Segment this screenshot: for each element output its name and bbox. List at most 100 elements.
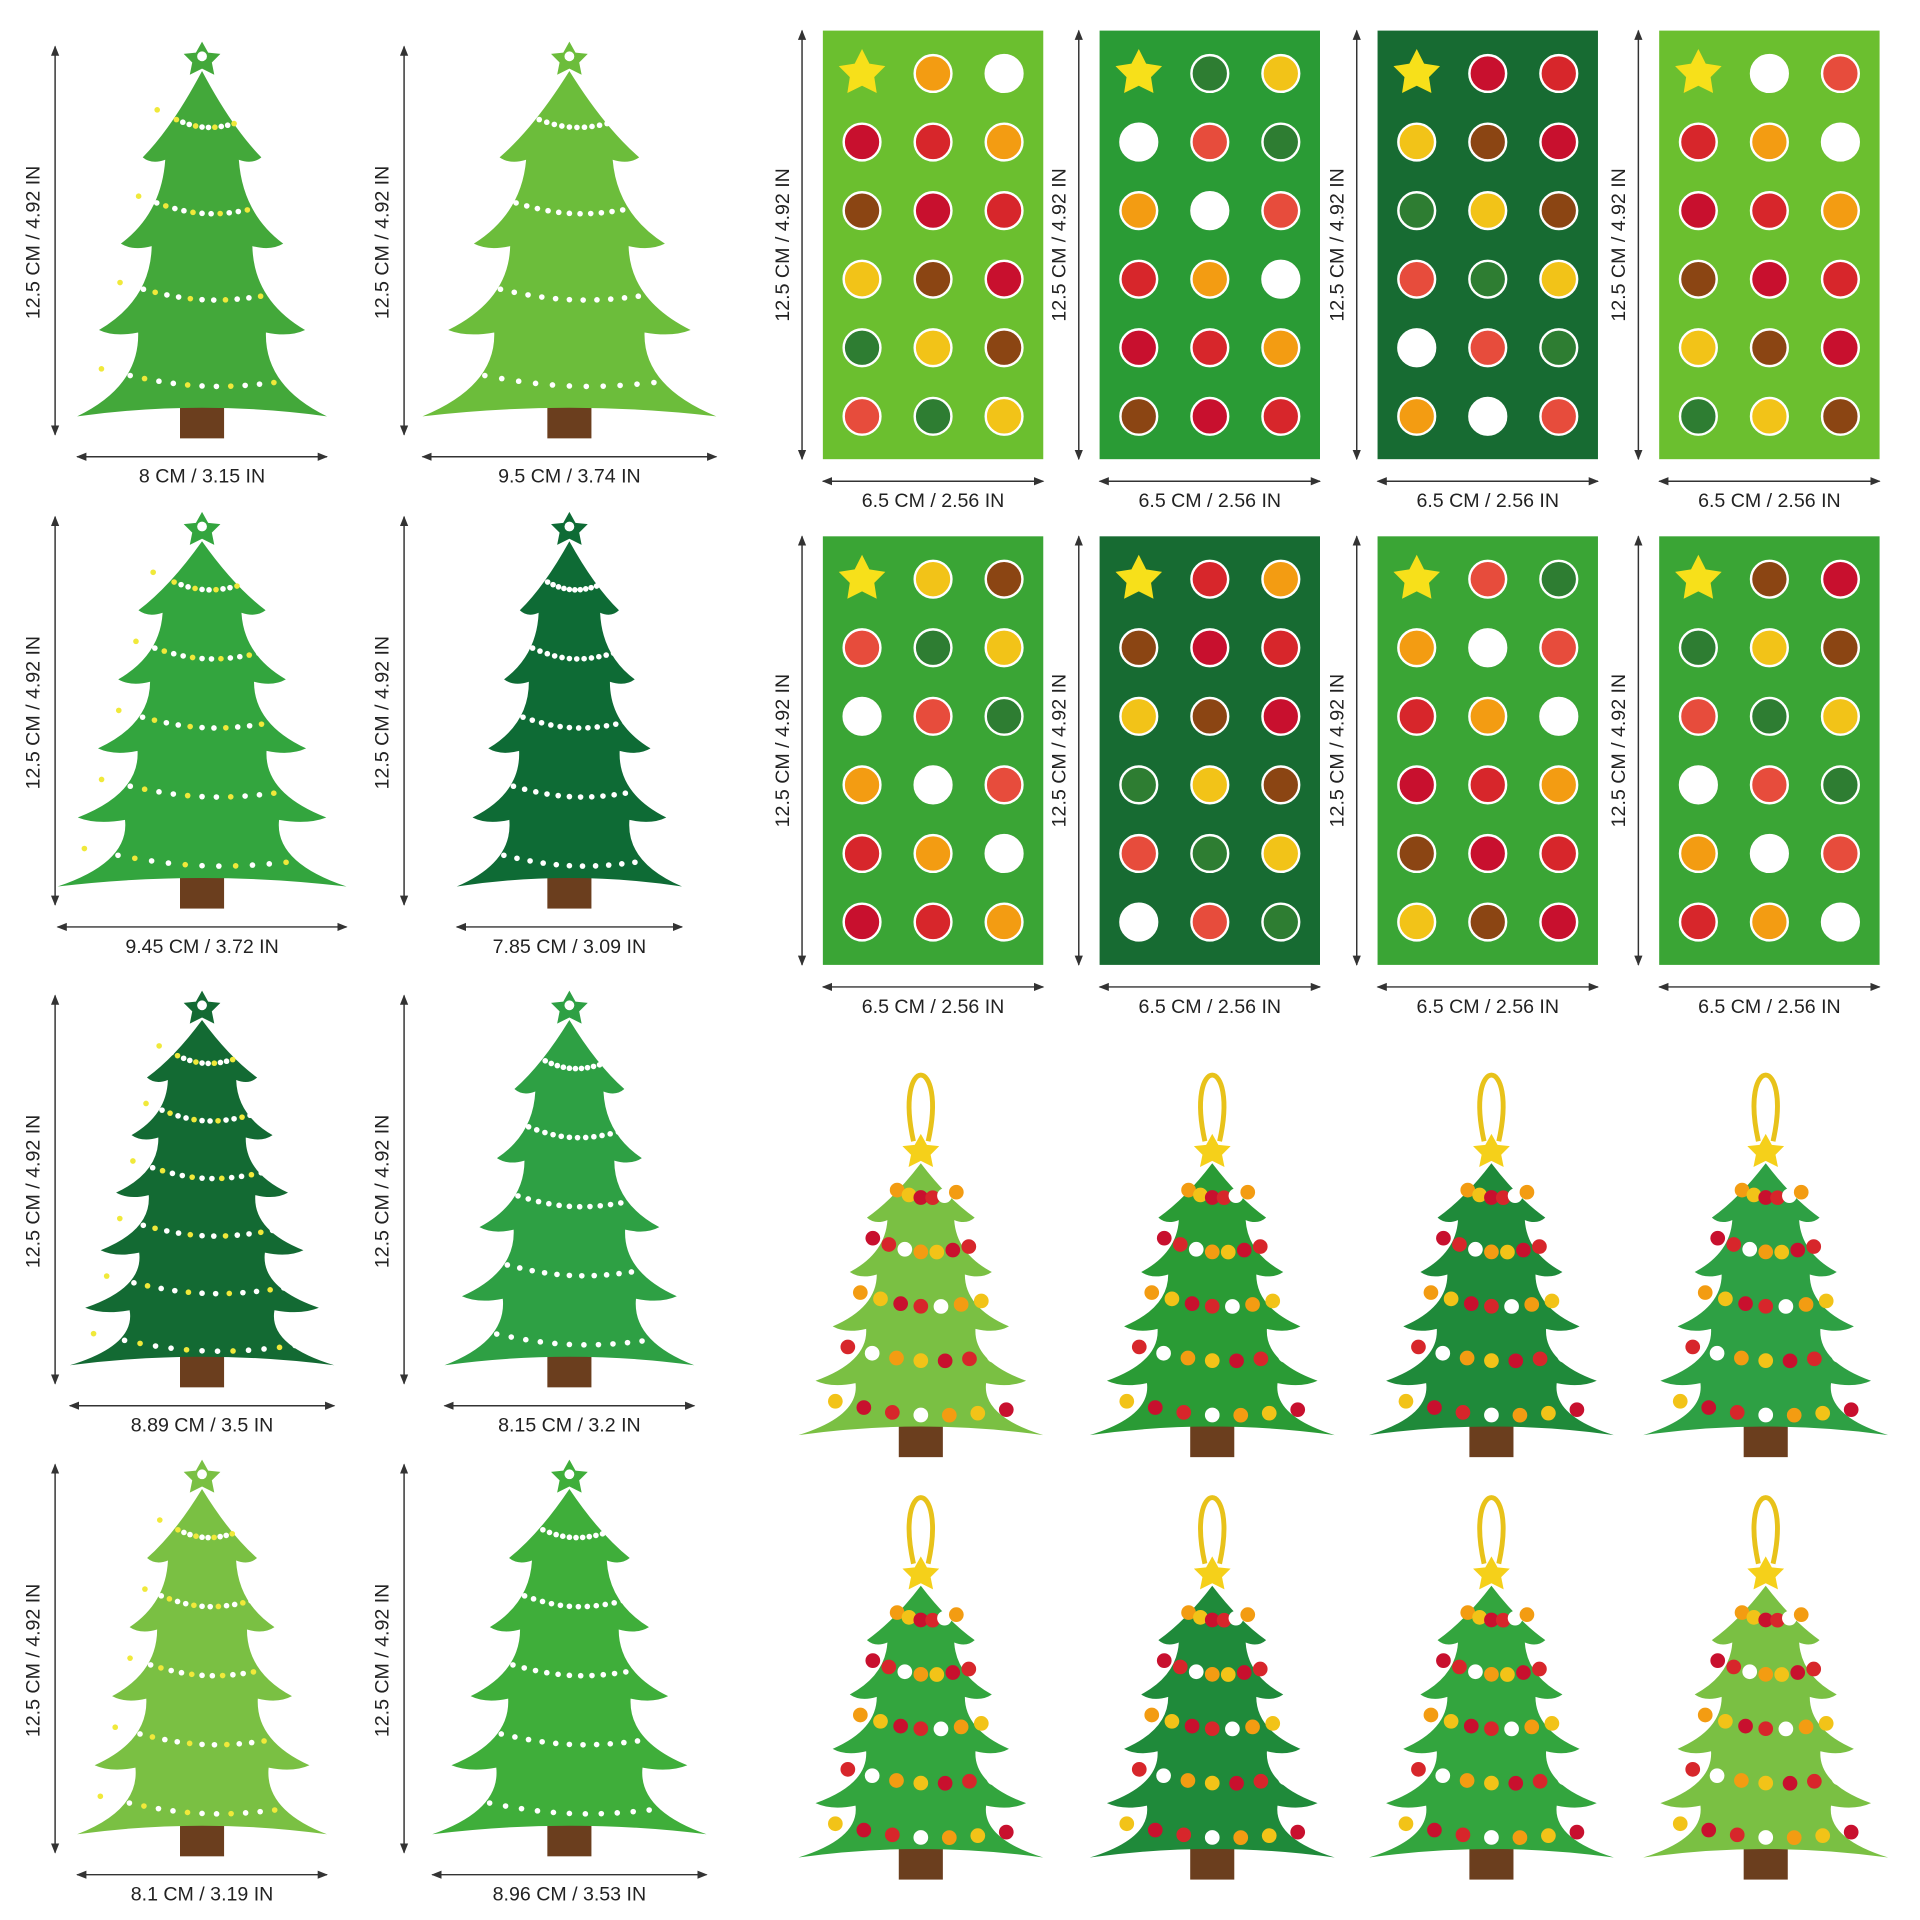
trunk [180,1822,225,1857]
ornament [1806,1239,1822,1254]
tree [57,541,347,887]
tree [77,1488,327,1835]
ornament [1672,1393,1688,1409]
garland-light [658,855,664,862]
garland-light [532,380,539,387]
garland-light [127,783,134,790]
garland-light [512,1734,518,1740]
garland-light [534,205,541,212]
garland-light [131,1279,137,1286]
sticker [1468,696,1508,736]
sticker [1820,833,1861,874]
garland-light [604,120,610,127]
garland-light [566,1272,573,1279]
garland-light [208,210,214,217]
garland-light [471,1724,477,1731]
sticker [984,765,1024,805]
garland-light [126,1800,133,1806]
garland-light [160,110,167,117]
garland-light [128,1219,135,1225]
garland-light [234,296,241,302]
garland-light [494,1186,501,1193]
garland-light [253,1288,260,1295]
ornament [1144,1707,1160,1723]
ornament [1782,1188,1797,1204]
sticker-star [838,48,886,94]
ornament [1504,1299,1519,1314]
garland-light [554,1271,560,1278]
garland-light [534,1808,541,1814]
garland-light [612,721,619,727]
width-label: 6.5 CM / 2.56 IN [862,490,1005,512]
garland-light [239,1114,245,1120]
garland-light [191,1602,197,1609]
garland-light [548,722,554,728]
width-label: 6.5 CM / 2.56 IN [1416,490,1559,512]
sticker [1820,765,1861,805]
garland-light [255,1110,261,1117]
sticker-star [1115,48,1163,94]
garland-light [117,279,123,286]
ornament [1807,1351,1822,1367]
sticker [1539,396,1579,436]
garland-light [497,286,504,293]
ribbon-loop [1198,1495,1227,1565]
ornament [1131,1339,1147,1355]
garland-light [215,1117,221,1124]
garland-light [597,1202,604,1209]
width-label: 8.15 CM / 3.2 IN [498,1415,641,1437]
garland-light [213,794,220,800]
garland-light [624,1339,631,1346]
garland-light [566,862,573,869]
garland-light [479,1327,486,1334]
ornament [913,1612,929,1628]
sticker [1261,628,1301,668]
width-label: 6.5 CM / 2.56 IN [1698,490,1841,512]
ornament [1532,1351,1548,1367]
garland-light [213,383,220,390]
garland-light [532,1667,539,1674]
garland-light [486,1800,493,1806]
ornament [1204,1353,1220,1368]
garland-light [560,1064,567,1071]
ornament [941,1830,957,1845]
ornament [937,1775,953,1791]
garland-light [448,366,454,372]
ornament [1697,1707,1713,1723]
ornament [1228,1188,1244,1204]
garland-light [587,210,594,217]
trunk [180,1353,225,1388]
ornament [1507,1188,1523,1204]
garland-light [187,295,194,302]
garland-light [498,1658,505,1665]
ornament [1544,1293,1560,1309]
sticker [1749,559,1789,599]
garland-light [260,1667,267,1673]
garland-light [513,107,520,113]
garland-light [617,382,623,389]
garland-light [220,586,226,592]
garland-light [208,656,215,662]
garland-light [607,1740,614,1747]
tree-topper [1747,1133,1785,1167]
garland-light [528,113,535,120]
ornament [1463,1718,1479,1734]
ornament [1119,1393,1135,1409]
garland-light [230,1348,236,1354]
ornament [1240,1607,1256,1623]
height-label: 12.5 CM / 4.92 IN [22,166,44,319]
garland-light [526,1520,533,1527]
garland-light [237,118,244,125]
garland-light [181,1529,187,1536]
garland-light [523,203,530,209]
garland-light [668,377,674,384]
sticker [842,902,882,942]
garland-light [316,855,323,862]
garland-light [241,1527,248,1533]
garland-light [504,1189,511,1196]
garland-light [529,717,536,723]
garland-light [121,1337,128,1344]
ornament [1718,1291,1733,1307]
ornament [1818,1716,1834,1731]
